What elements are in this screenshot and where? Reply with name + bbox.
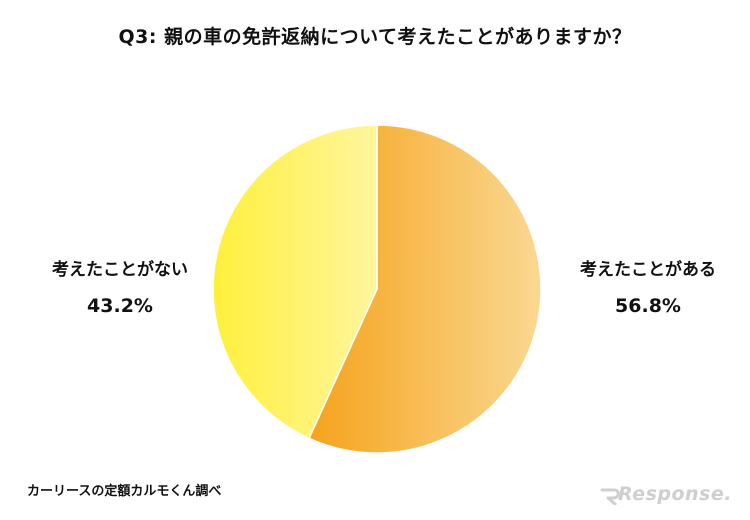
slice-label-not-thought: 考えたことがない 43.2% bbox=[10, 258, 230, 320]
slice-name: 考えたことがない bbox=[52, 260, 188, 280]
chart-title: Q3: 親の車の免許返納について考えたことがありますか？ bbox=[118, 26, 632, 48]
source-note: カーリースの定額カルモくん調べ bbox=[27, 484, 222, 499]
slice-percent: 56.8% bbox=[615, 295, 681, 317]
pie-slice-thought bbox=[308, 124, 542, 454]
slice-label-thought: 考えたことがある 56.8% bbox=[538, 258, 750, 320]
response-logo: Response. bbox=[598, 481, 738, 509]
response-logo-icon bbox=[600, 488, 620, 505]
response-logo-text: Response. bbox=[618, 483, 732, 505]
slice-percent: 43.2% bbox=[87, 295, 153, 317]
slice-name: 考えたことがある bbox=[580, 260, 716, 280]
pie-slice-not-thought bbox=[212, 124, 378, 440]
